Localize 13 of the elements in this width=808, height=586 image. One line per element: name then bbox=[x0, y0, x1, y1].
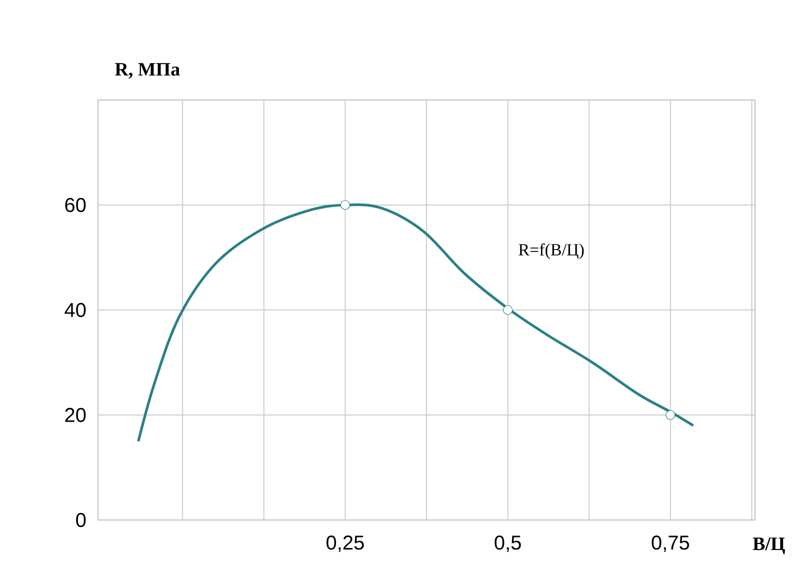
annotation: R=f(В/Ц) bbox=[518, 243, 584, 259]
y-tick-label: 40 bbox=[64, 302, 86, 318]
point bbox=[503, 305, 513, 315]
point bbox=[666, 410, 676, 420]
x-tick-label: 0,25 bbox=[326, 536, 364, 552]
y-tick-label: 0 bbox=[76, 512, 86, 528]
x-tick-label: 0,75 bbox=[652, 536, 690, 552]
point bbox=[340, 200, 350, 210]
y-axis-title: R, МПа bbox=[115, 63, 180, 78]
x-tick-label: 0,5 bbox=[494, 536, 521, 552]
y-tick-label: 20 bbox=[65, 408, 86, 422]
x-axis-title: В/Ц bbox=[752, 538, 785, 554]
y-tick-label: 60 bbox=[65, 198, 86, 212]
